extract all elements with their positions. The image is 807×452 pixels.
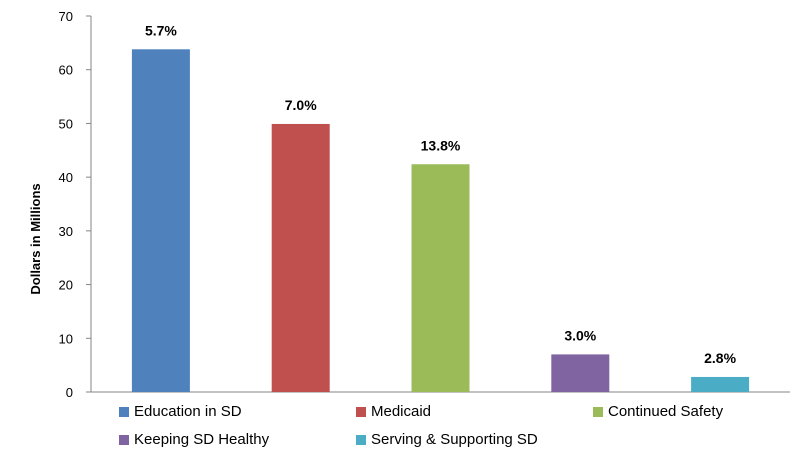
y-axis-label: Dollars in Millions (28, 183, 43, 294)
data-label-5: 2.8% (704, 350, 736, 366)
data-label-3: 13.8% (421, 137, 461, 153)
chart-bars (131, 49, 750, 393)
y-tick-label: 10 (59, 331, 73, 346)
bar-1 (131, 49, 190, 392)
data-label-2: 7.0% (285, 97, 317, 113)
y-tick-label: 20 (59, 278, 73, 293)
bar-2 (271, 123, 330, 393)
y-tick-label: 50 (59, 116, 73, 131)
bar-4 (551, 354, 610, 392)
y-tick-label: 60 (59, 63, 73, 78)
chart-axes: 0 10 20 30 40 50 60 70 (59, 9, 790, 400)
chart-data-labels: 5.7% 7.0% 13.8% 3.0% 2.8% (145, 22, 737, 366)
y-tick-label: 40 (59, 170, 73, 185)
bar-3 (411, 164, 470, 392)
data-label-1: 5.7% (145, 22, 177, 38)
y-tick-label: 0 (66, 385, 73, 400)
y-tick-label: 70 (59, 9, 73, 24)
bar-5 (691, 376, 750, 392)
data-label-4: 3.0% (564, 327, 596, 343)
y-tick-label: 30 (59, 224, 73, 239)
